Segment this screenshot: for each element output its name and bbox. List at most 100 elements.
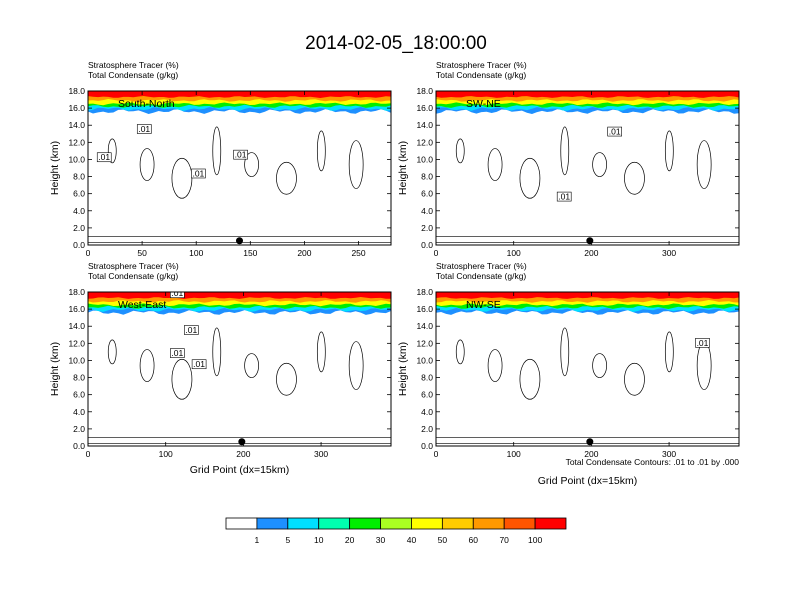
contour-line xyxy=(171,358,193,400)
contour-label: .01 xyxy=(171,348,183,358)
tracer-field: .01 .01 .01 .01 xyxy=(88,292,391,444)
colorbar-swatch xyxy=(472,517,505,530)
y-tick-label: 10.0 xyxy=(416,154,433,164)
y-tick-label: 10.0 xyxy=(416,355,433,365)
panel-subtitle-tracer: Stratosphere Tracer (%) xyxy=(436,60,527,70)
panel-subtitle-condensate: Total Condensate (g/kg) xyxy=(436,271,526,281)
colorbar-label: 30 xyxy=(376,535,386,545)
colorbar-swatch xyxy=(534,517,567,530)
panel-subtitle-condensate: Total Condensate (g/kg) xyxy=(436,70,526,80)
x-tick-label: 100 xyxy=(189,248,203,258)
colorbar-swatch xyxy=(503,517,536,530)
colorbar-label: 60 xyxy=(469,535,479,545)
y-tick-label: 6.0 xyxy=(421,189,433,199)
condensate-contours xyxy=(88,327,391,444)
x-tick-label: 0 xyxy=(434,449,439,459)
contour-label-box xyxy=(695,338,710,348)
contour-label-box xyxy=(556,191,572,202)
contour-line xyxy=(348,140,364,189)
colorbar-swatch xyxy=(441,517,474,530)
y-tick-label: 4.0 xyxy=(421,407,433,417)
contour-label: .01 xyxy=(192,168,204,178)
condensate-contours xyxy=(436,327,739,444)
contour-line xyxy=(212,126,222,176)
y-axis-label: Height (km) xyxy=(397,342,409,396)
panel-name: West-East xyxy=(118,299,166,311)
y-tick-label: 8.0 xyxy=(73,172,85,182)
contour-label: .01 xyxy=(193,359,205,369)
contour-line xyxy=(436,236,739,243)
contour-line xyxy=(88,437,391,444)
contour-label-box xyxy=(607,126,622,137)
tracer-field: .01 xyxy=(436,292,739,444)
contour-line xyxy=(664,331,674,373)
contour-label-box xyxy=(191,168,206,179)
y-tick-label: 12.0 xyxy=(416,338,433,348)
x-tick-label: 200 xyxy=(584,449,598,459)
contour-label: .01 xyxy=(235,150,247,160)
y-tick-label: 6.0 xyxy=(421,390,433,400)
contour-line xyxy=(696,140,712,189)
contour-label-box xyxy=(96,152,112,163)
contour-label-box xyxy=(233,149,248,160)
figure-title: 2014-02-05_18:00:00 xyxy=(305,33,487,54)
contour-line xyxy=(696,341,712,390)
colorbar-label: 20 xyxy=(345,535,355,545)
y-tick-label: 16.0 xyxy=(68,103,85,113)
y-tick-label: 16.0 xyxy=(68,304,85,314)
x-tick-label: 150 xyxy=(243,248,257,258)
y-tick-label: 2.0 xyxy=(421,424,433,434)
contour-line xyxy=(592,353,607,378)
y-tick-label: 16.0 xyxy=(416,103,433,113)
contour-label-box xyxy=(191,359,207,370)
x-axis-label: Grid Point (dx=15km) xyxy=(538,475,638,487)
y-tick-label: 10.0 xyxy=(68,154,85,164)
y-tick-label: 14.0 xyxy=(416,321,433,331)
colorbar-label: 50 xyxy=(438,535,448,545)
colorbar-swatch xyxy=(287,517,320,530)
contour-label-box xyxy=(136,124,152,134)
panel-south-north: .01 .01 .01 .01 0.0 2.0 4.0 6.0 8.0 10.0 12.0 14.0 1… xyxy=(49,60,392,258)
x-tick-label: 50 xyxy=(137,248,147,258)
y-tick-label: 18.0 xyxy=(416,86,433,96)
y-tick-label: 14.0 xyxy=(68,120,85,130)
y-tick-label: 18.0 xyxy=(68,287,85,297)
contour-label: .01 xyxy=(609,127,621,137)
panel-name: NW-SE xyxy=(466,299,501,311)
contour-line xyxy=(519,358,541,400)
contour-line xyxy=(276,161,297,195)
colorbar-label: 5 xyxy=(285,535,290,545)
plot-frame xyxy=(435,291,740,447)
x-tick-label: 200 xyxy=(236,449,250,459)
colorbar-swatch xyxy=(380,517,412,530)
y-axis-label: Height (km) xyxy=(49,342,61,396)
colorbar-swatch xyxy=(225,517,258,530)
panel-subtitle-condensate: Total Condensate (g/kg) xyxy=(88,271,178,281)
x-axis-label: Grid Point (dx=15km) xyxy=(190,464,290,476)
y-tick-label: 6.0 xyxy=(73,189,85,199)
tracer-band xyxy=(88,292,391,299)
contour-line xyxy=(436,437,739,444)
y-tick-label: 2.0 xyxy=(73,223,85,233)
x-tick-label: 300 xyxy=(662,449,676,459)
tracer-band xyxy=(88,91,391,98)
contour-line xyxy=(139,148,155,181)
colorbar-label: 100 xyxy=(528,535,542,545)
contour-label-box xyxy=(184,325,199,335)
y-tick-label: 2.0 xyxy=(73,424,85,434)
contour-label: .01 xyxy=(98,152,110,162)
x-tick-label: 250 xyxy=(351,248,365,258)
y-tick-label: 0.0 xyxy=(73,240,85,250)
contour-line xyxy=(316,130,326,172)
y-tick-label: 8.0 xyxy=(73,373,85,383)
contour-line xyxy=(107,138,117,164)
contour-line xyxy=(455,339,465,365)
contour-line xyxy=(107,339,117,365)
colorbar-label: 10 xyxy=(314,535,324,545)
tracer-band xyxy=(436,292,739,299)
contour-line xyxy=(276,362,297,396)
x-tick-label: 300 xyxy=(314,449,328,459)
y-tick-label: 4.0 xyxy=(421,206,433,216)
contour-line xyxy=(171,157,193,199)
tracer-band xyxy=(436,91,739,98)
